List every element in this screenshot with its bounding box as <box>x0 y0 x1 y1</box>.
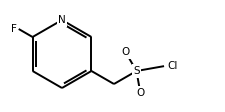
Text: F: F <box>11 24 17 34</box>
Text: O: O <box>121 47 129 57</box>
Text: O: O <box>136 88 144 98</box>
Text: Cl: Cl <box>166 61 177 71</box>
Text: S: S <box>133 66 139 76</box>
Text: N: N <box>58 15 65 25</box>
